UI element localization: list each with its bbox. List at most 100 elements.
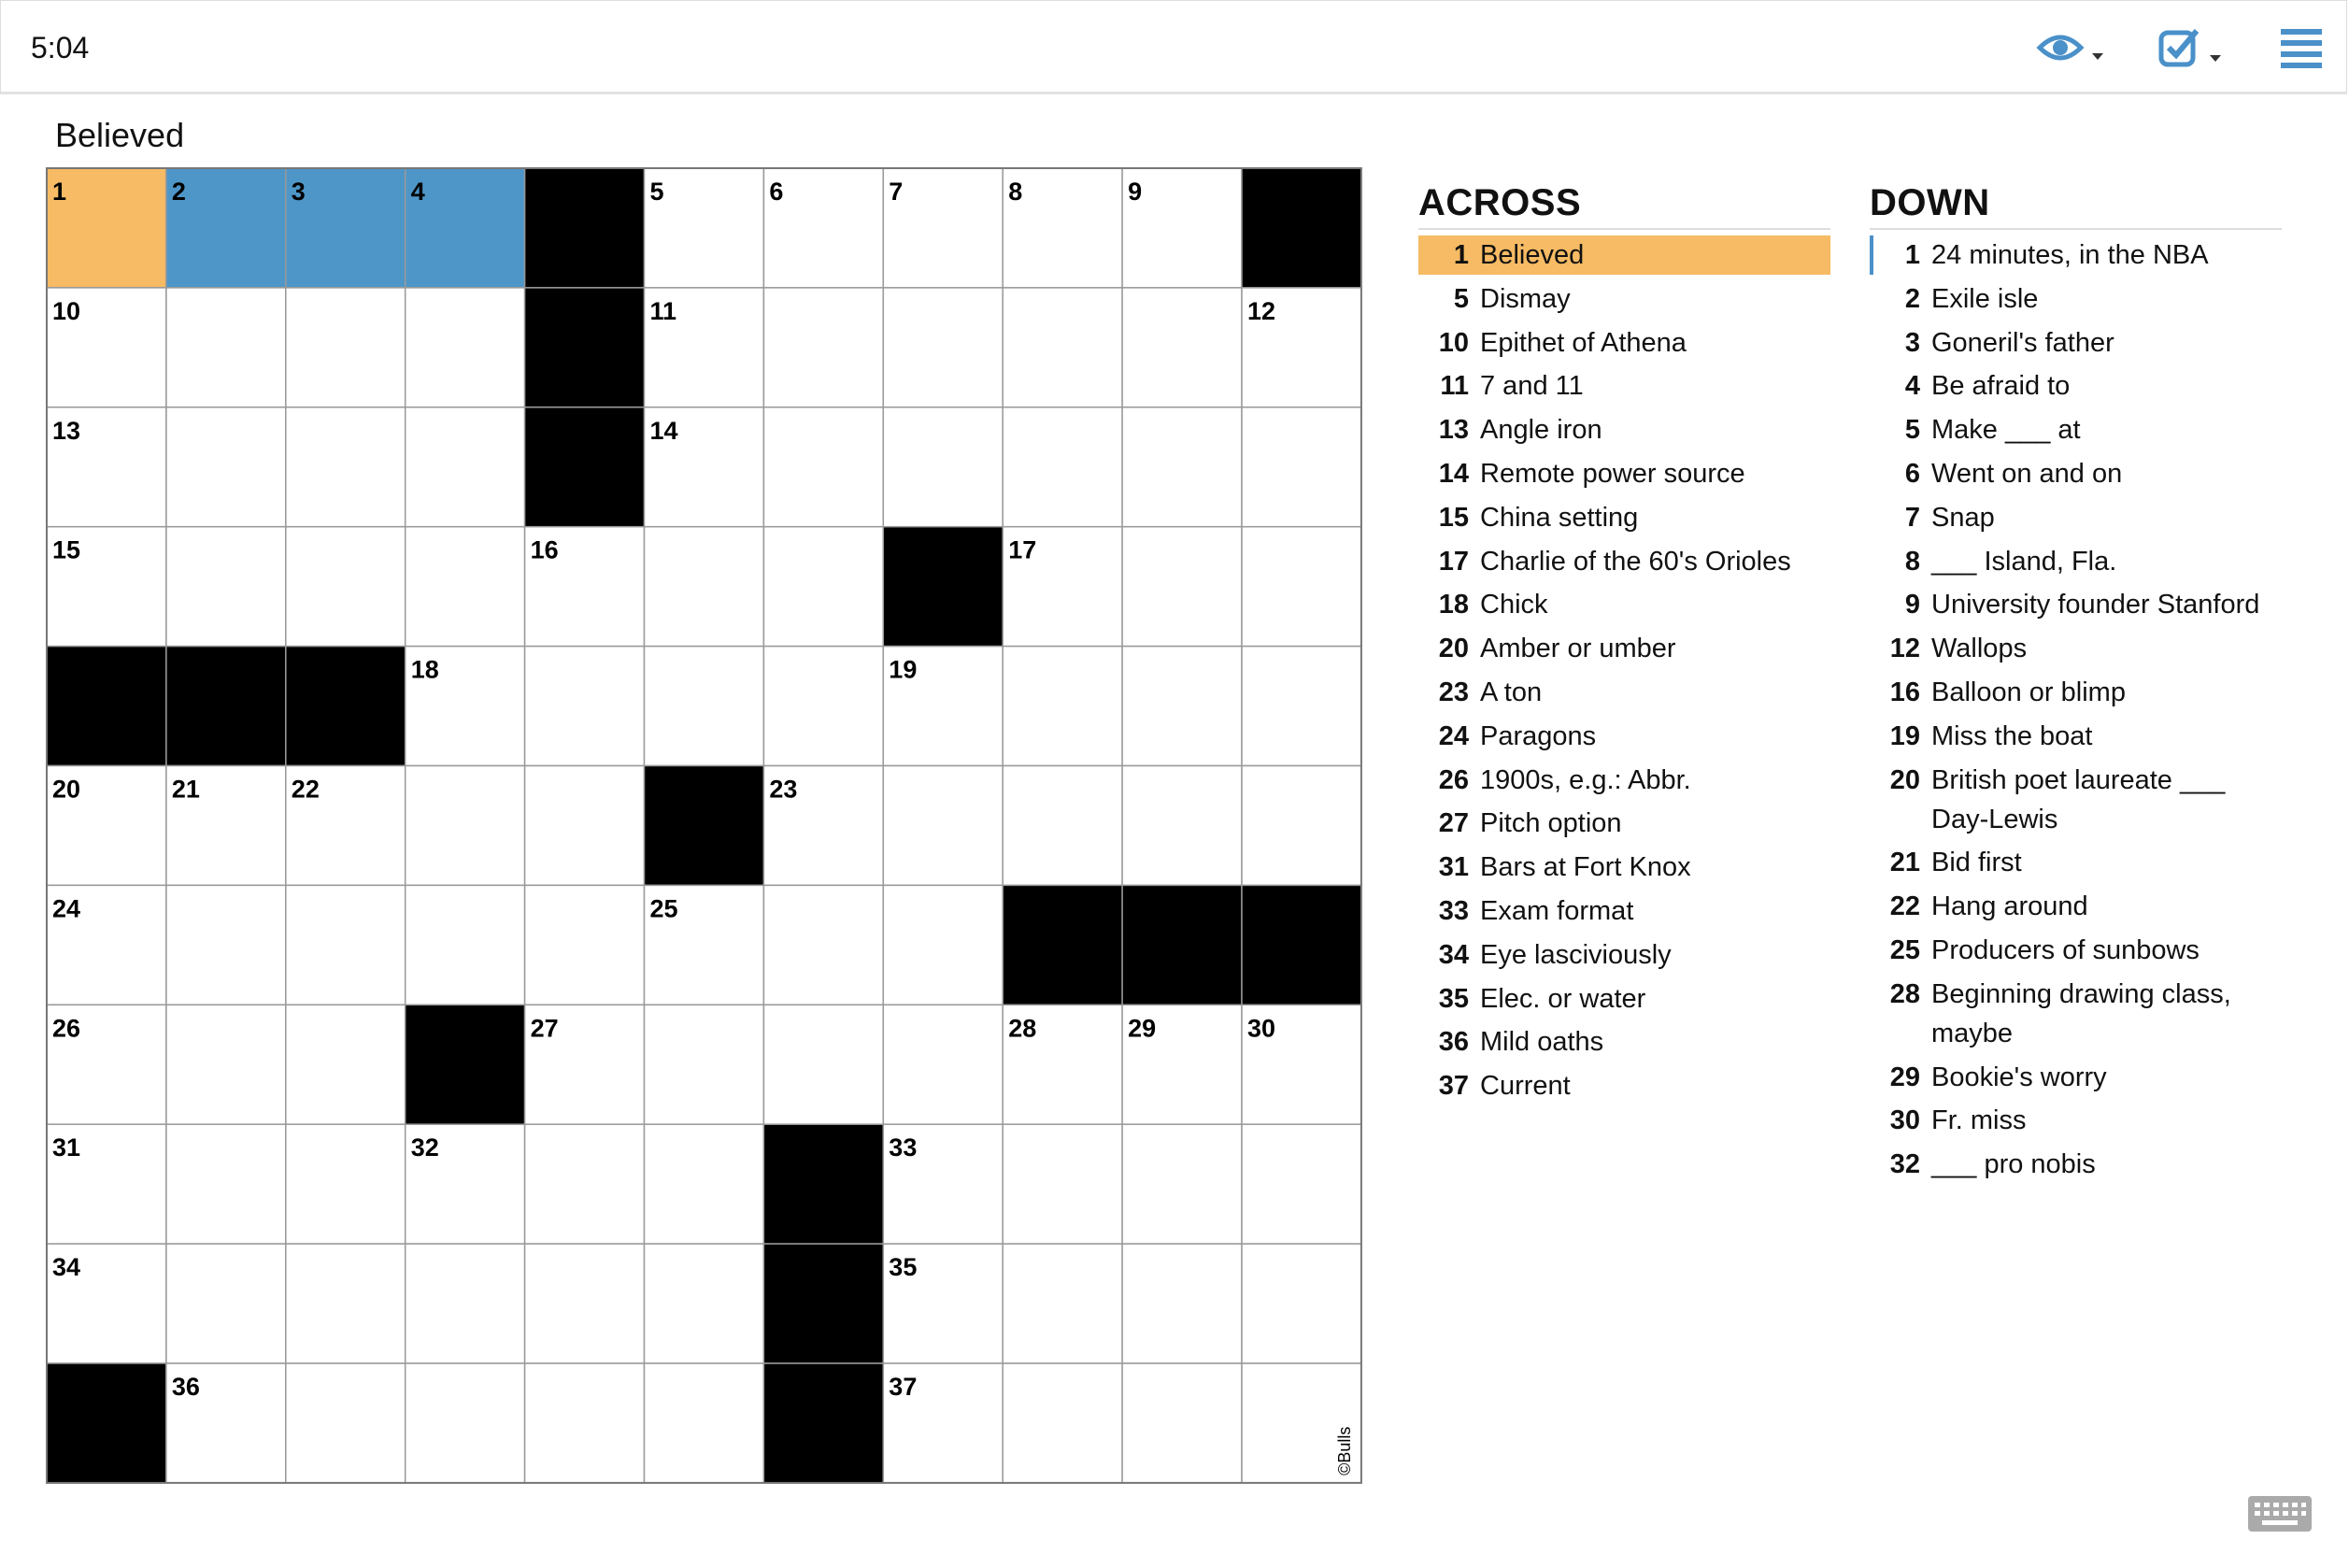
cell[interactable] (762, 167, 885, 289)
cell[interactable] (1002, 525, 1123, 648)
clue[interactable]: 11 7 and 11 (1418, 366, 1830, 406)
check-button[interactable] (2157, 27, 2232, 70)
cell[interactable] (762, 287, 885, 408)
clue[interactable]: 35 Elec. or water (1418, 979, 1830, 1019)
cell[interactable] (523, 764, 646, 887)
clue[interactable]: 3 Goneril's father (1870, 323, 2282, 363)
cell[interactable] (1121, 167, 1243, 289)
cell[interactable] (285, 1004, 406, 1125)
cell[interactable] (404, 645, 526, 767)
cell[interactable] (1241, 1362, 1362, 1484)
clue[interactable]: 37 Current (1418, 1066, 1830, 1105)
cell[interactable] (762, 525, 885, 648)
cell[interactable] (285, 884, 406, 1006)
clue[interactable]: 8 ___ Island, Fla. (1870, 542, 2282, 581)
cell[interactable] (523, 884, 646, 1006)
cell[interactable] (404, 525, 526, 648)
cell[interactable] (46, 1004, 167, 1125)
clue[interactable]: 2 Exile isle (1870, 279, 2282, 319)
cell[interactable] (882, 406, 1004, 528)
clue[interactable]: 6 Went on and on (1870, 454, 2282, 493)
cell[interactable] (643, 287, 765, 408)
clue[interactable]: 9 University founder Stanford (1870, 585, 2282, 624)
clue[interactable]: 5 Make ___ at (1870, 410, 2282, 449)
cell[interactable] (523, 1004, 646, 1125)
cell[interactable] (1121, 1362, 1243, 1484)
clue[interactable]: 21 Bid first (1870, 843, 2282, 882)
cell[interactable] (643, 884, 765, 1006)
cell[interactable] (643, 525, 765, 648)
cell[interactable] (1002, 167, 1123, 289)
cell[interactable] (165, 525, 287, 648)
cell[interactable] (1002, 1243, 1123, 1364)
clue[interactable]: 17 Charlie of the 60's Orioles (1418, 542, 1830, 581)
cell[interactable] (1121, 406, 1243, 528)
cell[interactable] (165, 406, 287, 528)
reveal-button[interactable] (2036, 29, 2111, 70)
cell[interactable] (404, 1362, 526, 1484)
cell[interactable] (643, 1243, 765, 1364)
clue[interactable]: 13 Angle iron (1418, 410, 1830, 449)
cell[interactable] (404, 884, 526, 1006)
keyboard-button[interactable] (2247, 1495, 2313, 1532)
clue[interactable]: 26 1900s, e.g.: Abbr. (1418, 761, 1830, 800)
clue[interactable]: 14 Remote power source (1418, 454, 1830, 493)
clue[interactable]: 1 Believed (1418, 235, 1830, 275)
cell[interactable] (1241, 1123, 1362, 1245)
cell[interactable] (643, 1004, 765, 1125)
clue[interactable]: 5 Dismay (1418, 279, 1830, 319)
cell[interactable] (165, 1123, 287, 1245)
cell[interactable] (643, 645, 765, 767)
cell[interactable] (1002, 1362, 1123, 1484)
cell[interactable] (285, 1123, 406, 1245)
clue[interactable]: 16 Balloon or blimp (1870, 673, 2282, 712)
cell[interactable] (46, 1123, 167, 1245)
cell[interactable] (1121, 1243, 1243, 1364)
cell[interactable] (523, 1243, 646, 1364)
clue[interactable]: 24 Paragons (1418, 717, 1830, 756)
cell[interactable] (882, 167, 1004, 289)
clue[interactable]: 20 British poet laureate ___ Day-Lewis (1870, 761, 2282, 839)
cell[interactable] (882, 1243, 1004, 1364)
cell[interactable] (165, 167, 287, 289)
cell[interactable] (404, 287, 526, 408)
cell[interactable] (882, 645, 1004, 767)
cell[interactable] (643, 167, 765, 289)
cell[interactable] (643, 1123, 765, 1245)
clue[interactable]: 4 Be afraid to (1870, 366, 2282, 406)
clue[interactable]: 12 Wallops (1870, 629, 2282, 668)
cell[interactable] (285, 1362, 406, 1484)
cell[interactable] (1241, 406, 1362, 528)
cell[interactable] (882, 764, 1004, 887)
cell[interactable] (1241, 764, 1362, 887)
cell[interactable] (46, 287, 167, 408)
cell[interactable] (523, 1362, 646, 1484)
clue[interactable]: 7 Snap (1870, 498, 2282, 537)
cell[interactable] (762, 764, 885, 887)
cell[interactable] (1121, 525, 1243, 648)
clue[interactable]: 36 Mild oaths (1418, 1022, 1830, 1062)
cell[interactable] (404, 764, 526, 887)
cell[interactable] (762, 884, 885, 1006)
clue[interactable]: 18 Chick (1418, 585, 1830, 624)
cell[interactable] (1241, 287, 1362, 408)
cell[interactable] (1002, 287, 1123, 408)
clue[interactable]: 10 Epithet of Athena (1418, 323, 1830, 363)
clue[interactable]: 23 A ton (1418, 673, 1830, 712)
clue[interactable]: 19 Miss the boat (1870, 717, 2282, 756)
cell[interactable] (46, 406, 167, 528)
cell[interactable] (285, 167, 406, 289)
cell[interactable] (643, 406, 765, 528)
cell[interactable] (882, 884, 1004, 1006)
clue[interactable]: 32 ___ pro nobis (1870, 1145, 2282, 1184)
clue[interactable]: 28 Beginning drawing class, maybe (1870, 975, 2282, 1053)
cell[interactable] (1002, 1123, 1123, 1245)
cell[interactable] (1002, 645, 1123, 767)
cell[interactable] (1241, 645, 1362, 767)
cell[interactable] (762, 406, 885, 528)
cell[interactable] (46, 1243, 167, 1364)
clue[interactable]: 1 24 minutes, in the NBA (1870, 235, 2282, 275)
clue[interactable]: 20 Amber or umber (1418, 629, 1830, 668)
clue[interactable]: 22 Hang around (1870, 887, 2282, 926)
cell[interactable] (1002, 406, 1123, 528)
